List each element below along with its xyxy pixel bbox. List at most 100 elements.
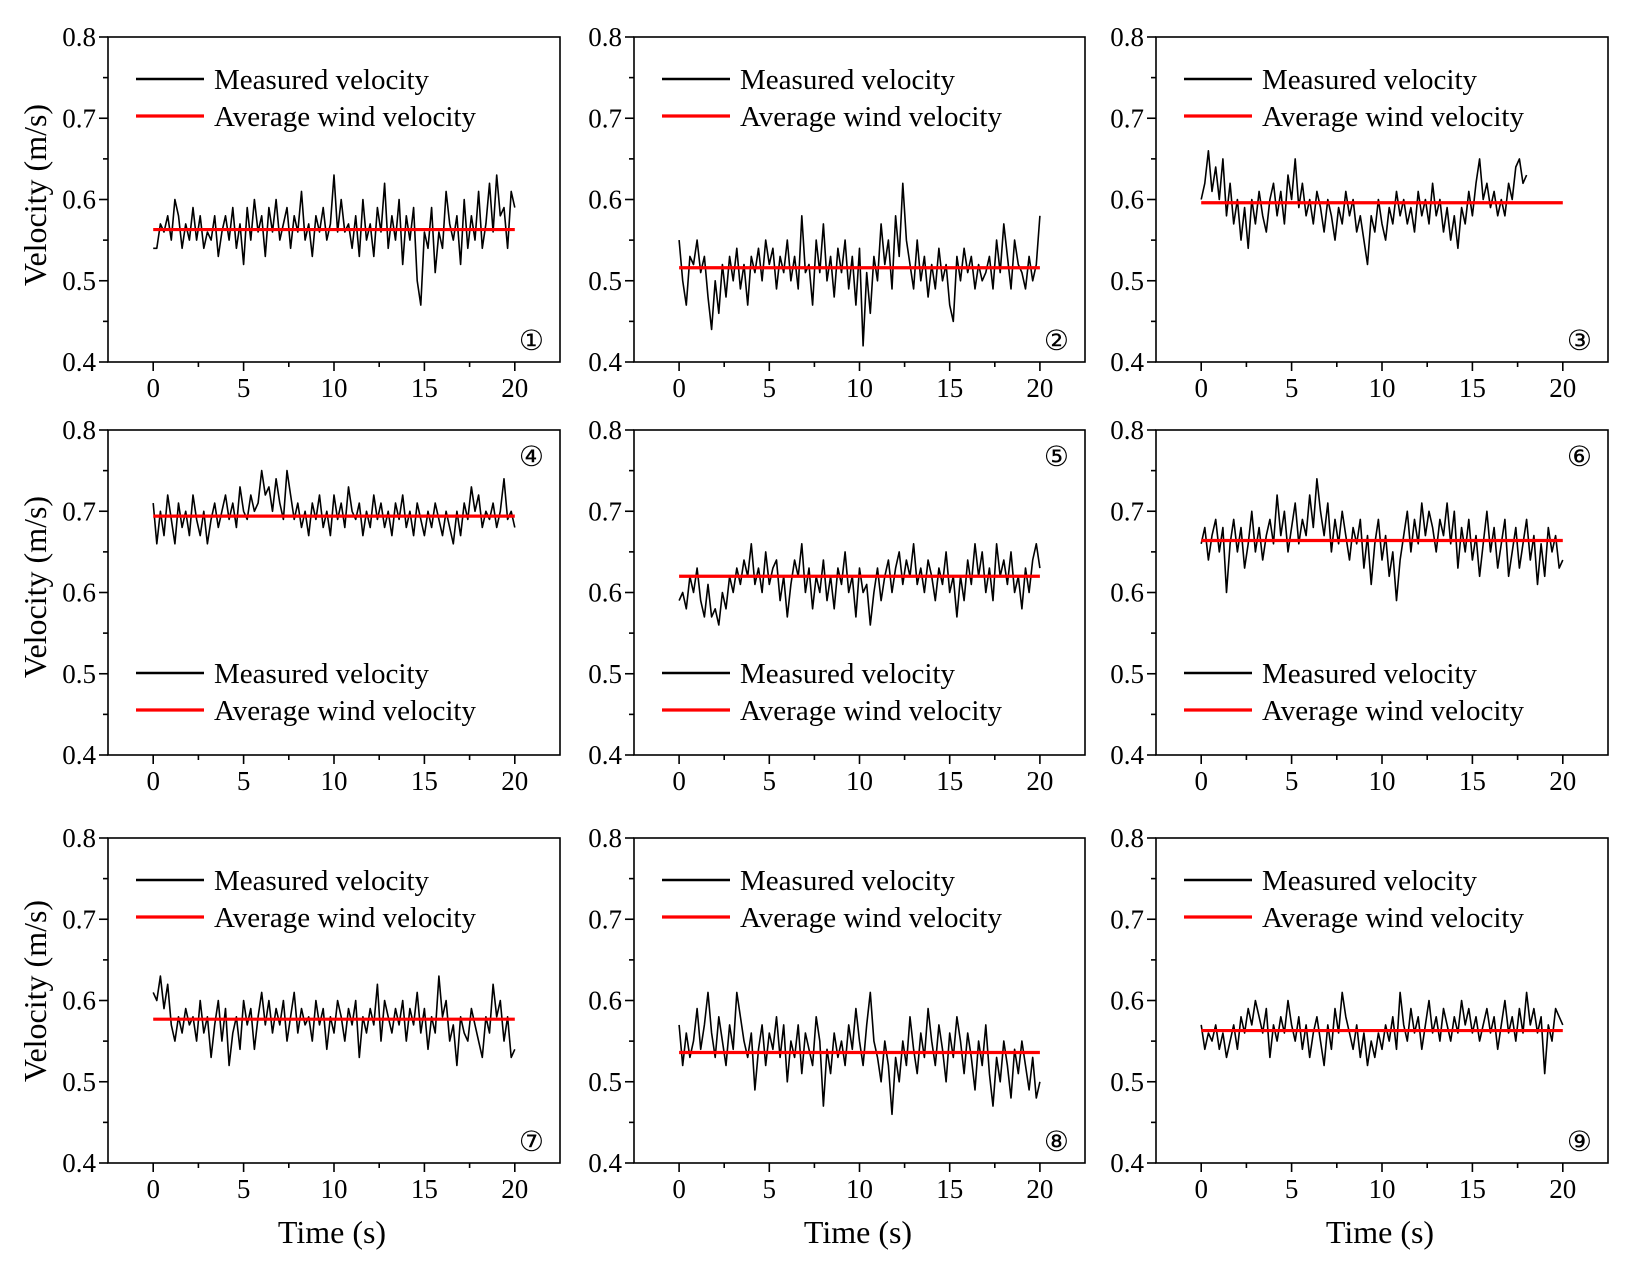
legend: Measured velocity Average wind velocity [662,658,1002,727]
y-tick-label: 0.4 [588,740,622,770]
x-tick-label: 5 [237,766,251,796]
x-tick-label: 15 [936,1174,963,1204]
x-tick-label: 0 [672,373,686,403]
x-tick-label: 5 [763,766,777,796]
x-tick-label: 15 [411,1174,438,1204]
legend-average-label: Average wind velocity [740,101,1002,133]
panel-number-label: ⑨ [1567,1127,1592,1158]
measured-velocity-line [1200,991,1564,1075]
y-tick-label: 0.7 [1110,496,1144,526]
x-tick-label: 10 [321,1174,348,1204]
x-tick-label: 0 [146,373,160,403]
panel-6: 0 5 10 15 20 0.4 0.5 0.6 0.7 0.8 Measured velocity… [1110,415,1609,796]
y-tick-label: 0.6 [588,986,622,1016]
y-tick-label: 0.4 [588,347,622,377]
y-tick-label: 0.7 [1110,904,1144,934]
y-tick-label: 0.5 [1110,659,1144,689]
legend-measured-label: Measured velocity [214,865,430,897]
y-tick-label: 0.5 [1110,266,1144,296]
y-tick-label: 0.7 [62,496,96,526]
y-tick-label: 0.7 [588,496,622,526]
x-tick-label: 0 [672,766,686,796]
x-tick-label: 5 [1285,373,1299,403]
y-tick-label: 0.8 [62,22,96,52]
y-tick-label: 0.8 [62,823,96,853]
y-tick-label: 0.5 [62,1067,96,1097]
y-tick-label: 0.7 [62,904,96,934]
x-tick-label: 20 [1026,373,1053,403]
legend-measured-label: Measured velocity [214,658,430,690]
panel-number-label: ⑧ [1044,1127,1069,1158]
y-tick-label: 0.6 [588,185,622,215]
y-tick-label: 0.7 [62,103,96,133]
measured-velocity-line [678,991,1041,1116]
x-tick-label: 20 [501,766,528,796]
x-tick-label: 15 [1459,766,1486,796]
legend: Measured velocity Average wind velocity [136,64,476,133]
y-tick-label: 0.6 [62,185,96,215]
x-tick-label: 10 [846,373,873,403]
x-tick-label: 10 [321,766,348,796]
x-tick-label: 15 [1459,373,1486,403]
x-tick-label: 0 [1194,1174,1208,1204]
y-tick-label: 0.5 [588,659,622,689]
x-tick-label: 20 [1549,766,1576,796]
legend-average-label: Average wind velocity [1262,695,1524,727]
measured-velocity-line [152,469,516,545]
legend-average-label: Average wind velocity [1262,101,1524,133]
x-axis-label-col-1: Time (s) [278,1214,386,1250]
x-tick-label: 20 [1549,1174,1576,1204]
y-tick-label: 0.7 [588,904,622,934]
y-tick-label: 0.5 [62,659,96,689]
y-tick-label: 0.4 [1110,347,1144,377]
panel-1: 0 5 10 15 20 0.4 0.5 0.6 0.7 0.8 Measured velocity… [62,22,561,403]
panel-5: 0 5 10 15 20 0.4 0.5 0.6 0.7 0.8 Measured velocity… [588,415,1086,796]
y-tick-label: 0.5 [588,1067,622,1097]
x-tick-label: 20 [501,1174,528,1204]
x-tick-label: 15 [411,373,438,403]
x-tick-label: 0 [146,1174,160,1204]
legend-average-label: Average wind velocity [740,695,1002,727]
y-tick-label: 0.6 [1110,986,1144,1016]
x-tick-label: 10 [1369,373,1396,403]
x-tick-label: 15 [936,373,963,403]
y-tick-label: 0.6 [62,986,96,1016]
y-tick-label: 0.8 [1110,823,1144,853]
y-tick-label: 0.5 [1110,1067,1144,1097]
y-tick-label: 0.4 [1110,740,1144,770]
x-tick-label: 0 [1194,766,1208,796]
y-tick-label: 0.4 [62,347,96,377]
legend-average-label: Average wind velocity [740,902,1002,934]
x-tick-label: 15 [411,766,438,796]
y-tick-label: 0.5 [62,266,96,296]
y-tick-label: 0.8 [62,415,96,445]
legend: Measured velocity Average wind velocity [662,64,1002,133]
legend: Measured velocity Average wind velocity [136,658,476,727]
legend: Measured velocity Average wind velocity [1184,64,1524,133]
y-tick-label: 0.8 [1110,415,1144,445]
x-tick-label: 0 [146,766,160,796]
measured-velocity-line [1200,150,1528,266]
panel-3: 0 5 10 15 20 0.4 0.5 0.6 0.7 0.8 Measured velocity… [1110,22,1609,403]
y-axis-label-row-3: Velocity (m/s) [17,900,53,1082]
x-tick-label: 10 [846,766,873,796]
measured-velocity-line [678,182,1041,347]
x-tick-label: 0 [672,1174,686,1204]
y-tick-label: 0.8 [1110,22,1144,52]
y-tick-label: 0.8 [588,823,622,853]
x-tick-label: 10 [321,373,348,403]
x-tick-label: 10 [1369,1174,1396,1204]
legend-average-label: Average wind velocity [214,101,476,133]
panel-number-label: ② [1044,326,1069,357]
measured-velocity-line [678,542,1041,626]
legend-average-label: Average wind velocity [214,902,476,934]
y-tick-label: 0.8 [588,22,622,52]
y-axis-label-row-2: Velocity (m/s) [17,496,53,678]
measured-velocity-line [152,975,516,1067]
x-tick-label: 20 [501,373,528,403]
legend-measured-label: Measured velocity [740,865,956,897]
panel-number-label: ⑤ [1044,442,1069,473]
panel-number-label: ① [519,326,544,357]
x-tick-label: 5 [1285,766,1299,796]
legend-measured-label: Measured velocity [740,658,956,690]
